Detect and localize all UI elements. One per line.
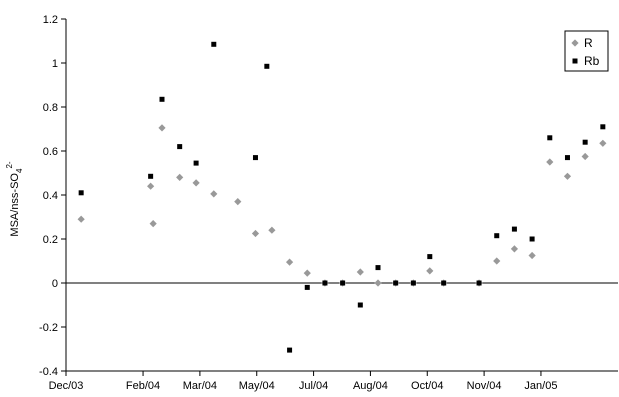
y-tick-label: -0.4: [39, 366, 58, 378]
point-rb: [193, 160, 199, 166]
point-rb: [511, 226, 517, 232]
point-rb: [564, 155, 570, 161]
point-rb: [340, 280, 346, 286]
point-rb: [211, 41, 217, 47]
point-r: [285, 258, 294, 266]
point-rb: [600, 124, 606, 130]
series-rb: [78, 41, 606, 353]
point-r: [581, 152, 589, 161]
x-tick-label: Oct/04: [411, 380, 443, 392]
legend: R Rb: [564, 30, 609, 72]
point-r: [147, 182, 155, 190]
x-tick-label: Jul/04: [299, 380, 328, 392]
point-r: [210, 190, 218, 198]
point-r: [158, 124, 166, 132]
x-tick-label: May/04: [239, 380, 275, 392]
point-r: [356, 268, 364, 276]
point-r: [510, 245, 519, 253]
y-tick-label: -0.2: [39, 322, 58, 334]
y-tick-label: 1.2: [43, 14, 58, 26]
y-tick-label: 1: [52, 58, 58, 70]
point-r: [426, 267, 434, 275]
point-rb: [252, 155, 258, 161]
legend-box: [564, 30, 609, 72]
point-rb: [159, 96, 165, 102]
x-axis: Dec/03 Feb/04 Mar/04 May/04 Jul/04 Aug/04 Oct/…: [49, 370, 618, 392]
legend-marker-rb: [572, 58, 578, 64]
x-tick-label: Feb/04: [126, 380, 160, 392]
point-rb: [148, 173, 154, 179]
point-rb: [410, 280, 416, 286]
point-rb: [287, 347, 293, 353]
point-rb: [476, 280, 482, 286]
point-r: [303, 269, 311, 277]
point-r: [493, 257, 501, 265]
y-tick-label: 0: [52, 278, 58, 290]
point-r: [563, 172, 572, 180]
legend-label-r: R: [584, 36, 593, 50]
legend-marker-r: [571, 39, 579, 47]
point-rb: [427, 254, 433, 260]
x-tick-label: Mar/04: [183, 380, 217, 392]
x-tick-label: Dec/03: [49, 380, 84, 392]
point-rb: [441, 280, 447, 286]
point-r: [374, 279, 382, 287]
point-rb: [304, 284, 310, 290]
point-r: [234, 198, 242, 206]
point-rb: [322, 280, 328, 286]
point-rb: [529, 236, 535, 242]
y-axis: -0.4 -0.2 0 0.2 0.4 0.6 0.8 1 1.2: [39, 14, 67, 378]
data-points: [77, 41, 607, 353]
series-r: [77, 124, 607, 287]
point-rb: [357, 302, 363, 308]
point-rb: [375, 265, 381, 271]
point-r: [176, 173, 184, 181]
point-r: [268, 226, 276, 234]
legend-label-rb: Rb: [584, 54, 600, 68]
x-tick-label: Nov/04: [467, 380, 502, 392]
point-r: [251, 229, 260, 238]
point-rb: [582, 139, 588, 145]
point-rb: [264, 63, 270, 69]
point-r: [149, 220, 157, 228]
point-r: [192, 179, 200, 187]
point-rb: [78, 190, 84, 196]
x-tick-label: Aug/04: [353, 380, 388, 392]
point-r: [77, 215, 85, 223]
y-tick-label: 0.6: [43, 146, 58, 158]
point-r: [599, 139, 607, 147]
y-axis-title: MSA/nss-SO42-: [5, 161, 24, 236]
point-rb: [393, 280, 399, 286]
y-tick-label: 0.4: [43, 190, 58, 202]
y-tick-label: 0.8: [43, 102, 58, 114]
point-r: [528, 251, 536, 260]
point-rb: [547, 135, 553, 141]
point-rb: [177, 144, 183, 150]
x-tick-label: Jan/05: [524, 380, 557, 392]
point-rb: [494, 233, 500, 239]
point-r: [546, 158, 554, 166]
y-tick-label: 0.2: [43, 234, 58, 246]
